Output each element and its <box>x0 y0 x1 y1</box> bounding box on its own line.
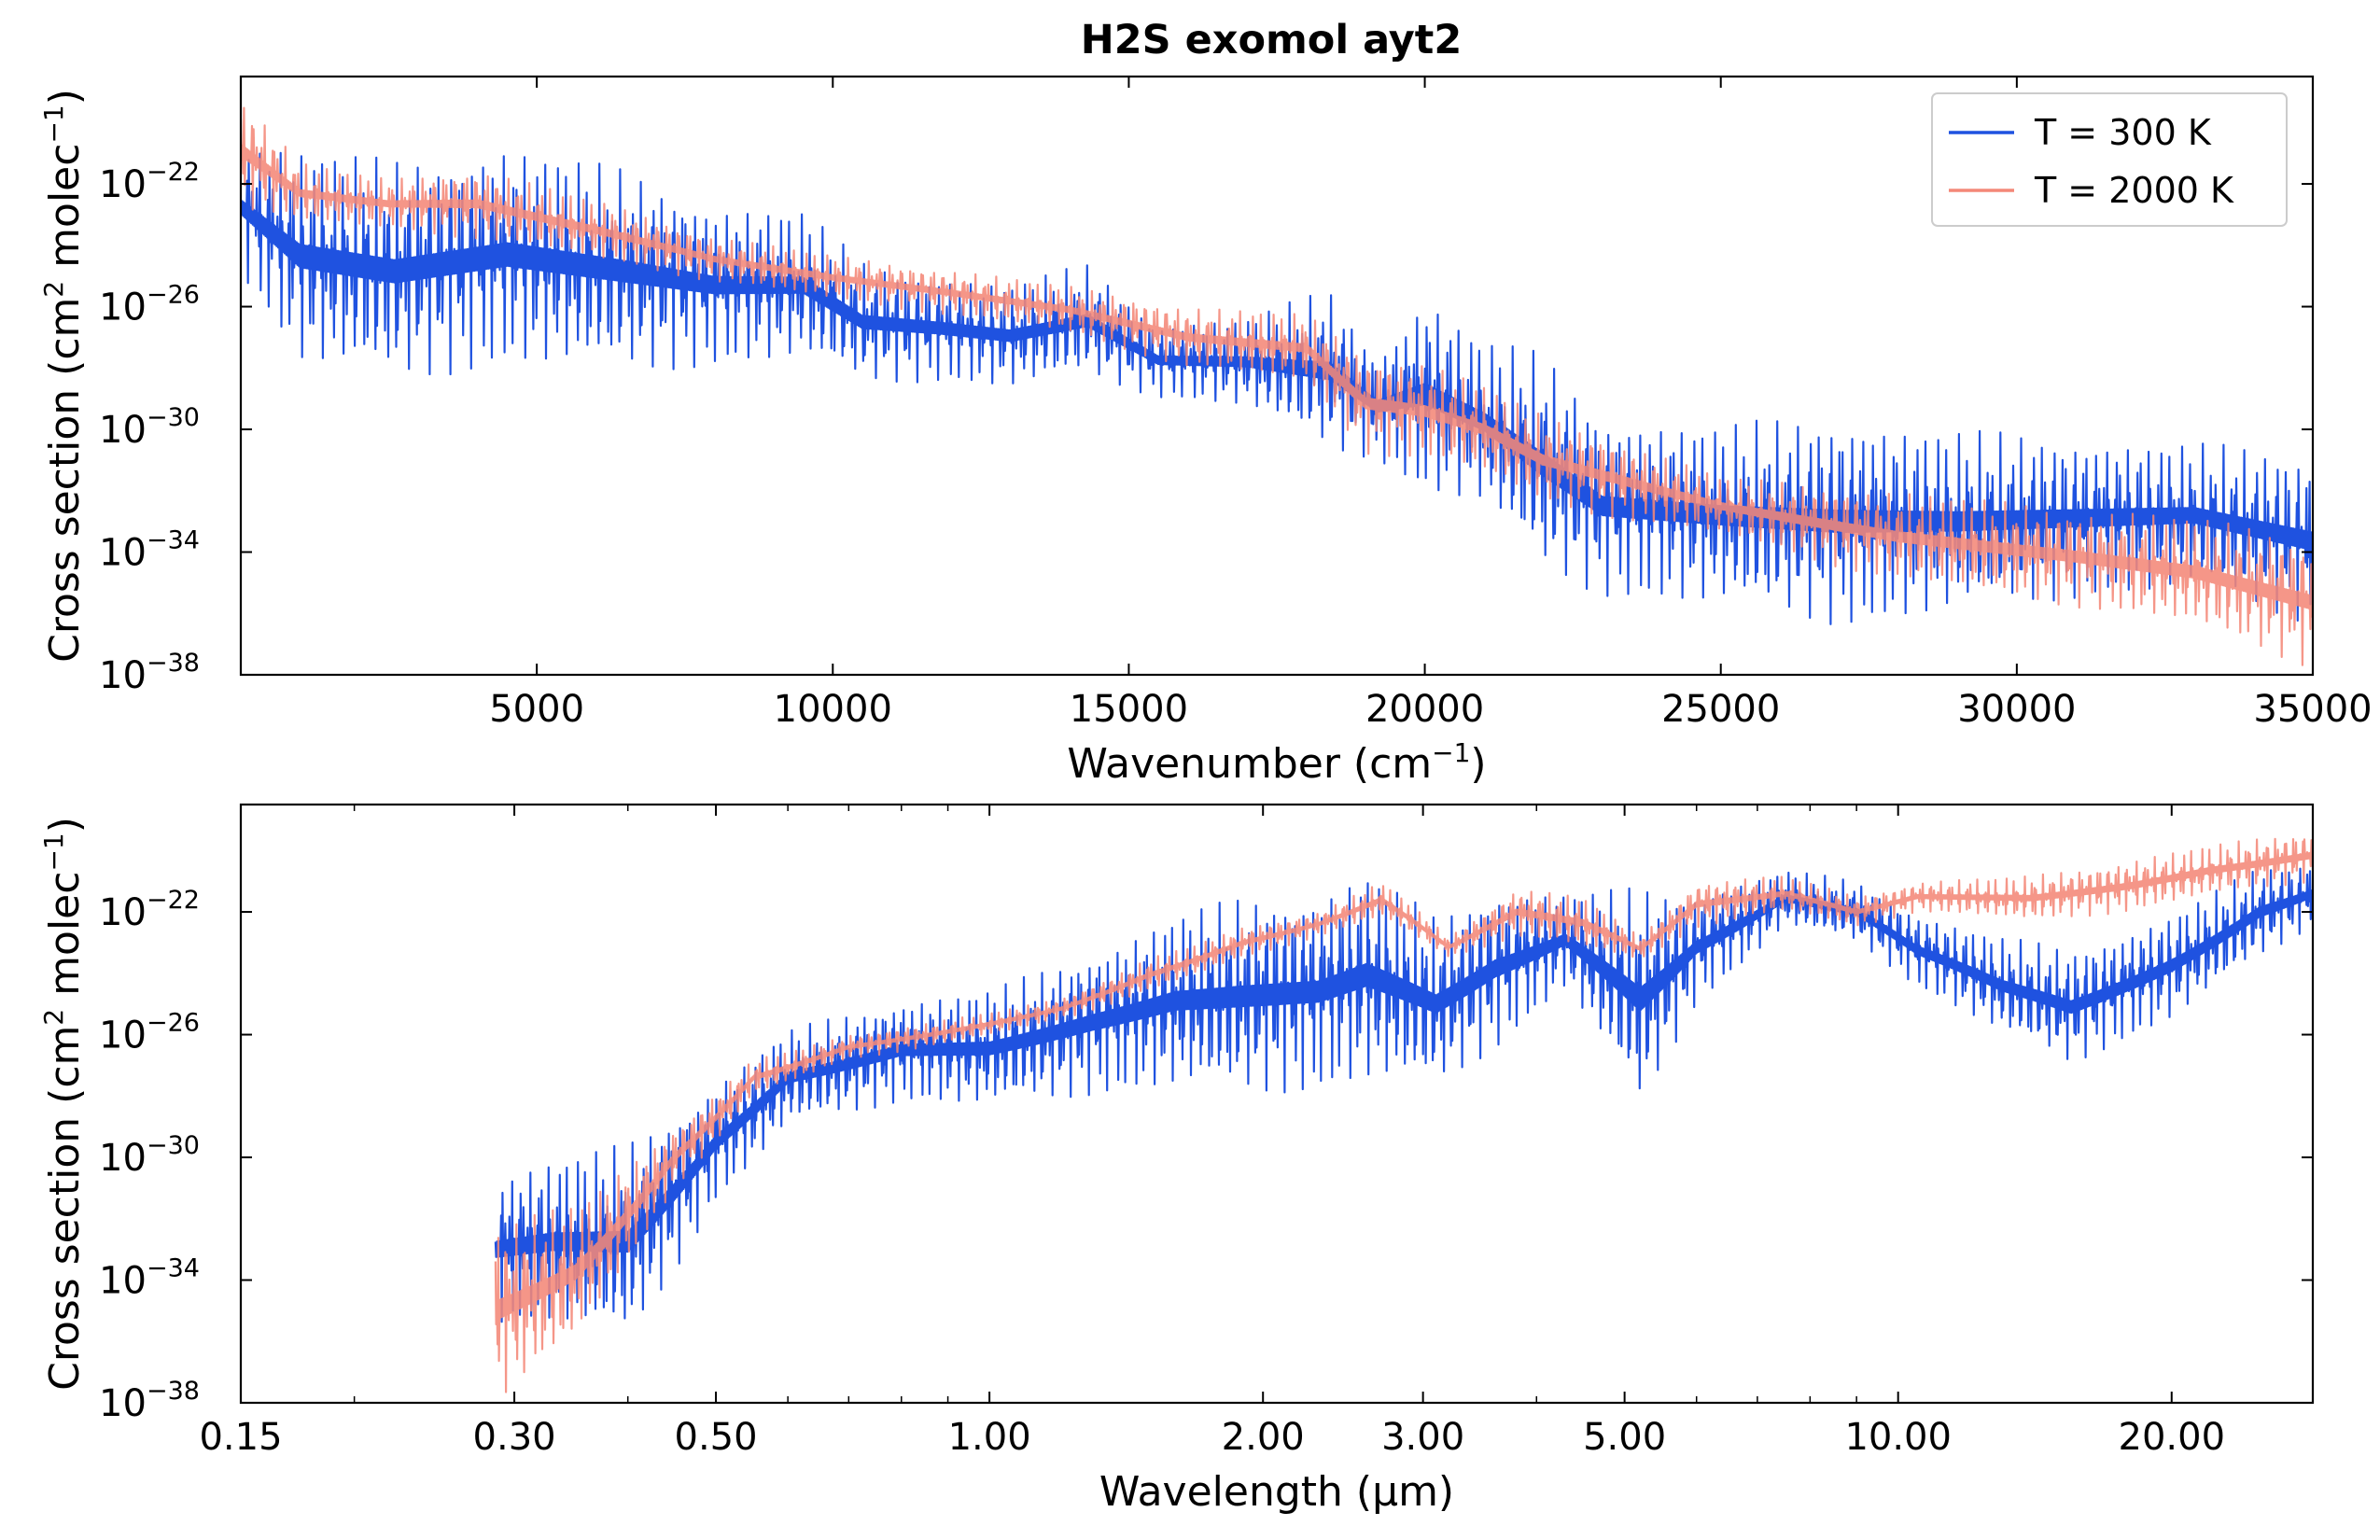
plot-frame <box>239 803 2315 1405</box>
legend-label-t300: T = 300 K <box>2034 112 2212 153</box>
y-tick-label: 10−34 <box>99 1254 200 1303</box>
legend-box <box>1931 92 2288 227</box>
y-tick-label: 10−22 <box>99 886 200 934</box>
y-tick-label: 10−26 <box>99 281 200 329</box>
x-tick-label: 2.00 <box>1222 1416 1305 1459</box>
x-tick-label: 30000 <box>1957 688 2076 731</box>
x-axis-label: Wavenumber (cm−1) <box>1067 737 1486 788</box>
plot-area <box>241 106 2313 666</box>
x-tick-label: 5000 <box>489 688 584 731</box>
x-axis-label: Wavelength (µm) <box>1099 1468 1454 1516</box>
y-axis-label: Cross section (cm2 molec−1) <box>38 89 89 663</box>
series-t300-line <box>494 867 2313 1323</box>
x-tick-label: 10000 <box>774 688 892 731</box>
x-tick-label: 3.00 <box>1381 1416 1464 1459</box>
x-tick-label: 5.00 <box>1583 1416 1666 1459</box>
y-tick-label: 10−38 <box>99 649 200 697</box>
legend-label-t2000: T = 2000 K <box>2034 170 2234 211</box>
x-tick-label: 35000 <box>2253 688 2372 731</box>
y-tick-label: 10−38 <box>99 1377 200 1425</box>
y-tick-label: 10−26 <box>99 1009 200 1057</box>
plot-frame <box>239 75 2315 677</box>
panel-wavenumber: 10−38 10−34 10−30 10−26 10−22 5000 10000 15000 2… <box>38 75 2373 788</box>
x-tick-label: 0.15 <box>199 1416 282 1459</box>
x-tick-label: 1.00 <box>948 1416 1031 1459</box>
series-t2000-line <box>241 106 2313 666</box>
series-t2000-line <box>494 837 2313 1393</box>
y-axis-label: Cross section (cm2 molec−1) <box>38 817 89 1391</box>
x-tick-label: 20000 <box>1365 688 1484 731</box>
x-tick-label: 20.00 <box>2119 1416 2226 1459</box>
x-tick-label: 15000 <box>1070 688 1188 731</box>
y-tick-label: 10−30 <box>99 403 200 452</box>
y-tick-label: 10−30 <box>99 1131 200 1180</box>
x-tick-label: 25000 <box>1661 688 1780 731</box>
x-tick-label: 0.50 <box>675 1416 758 1459</box>
plot-area <box>494 837 2313 1393</box>
panel-wavelength: 10−38 10−34 10−30 10−26 10−22 0.15 0.30 0.50 1.0… <box>38 803 2315 1516</box>
figure-title: H2S exomol ayt2 <box>1081 17 1463 63</box>
y-tick-label: 10−22 <box>99 158 200 206</box>
y-tick-label: 10−34 <box>99 526 200 575</box>
x-tick-label: 10.00 <box>1844 1416 1952 1459</box>
x-tick-label: 0.30 <box>473 1416 556 1459</box>
